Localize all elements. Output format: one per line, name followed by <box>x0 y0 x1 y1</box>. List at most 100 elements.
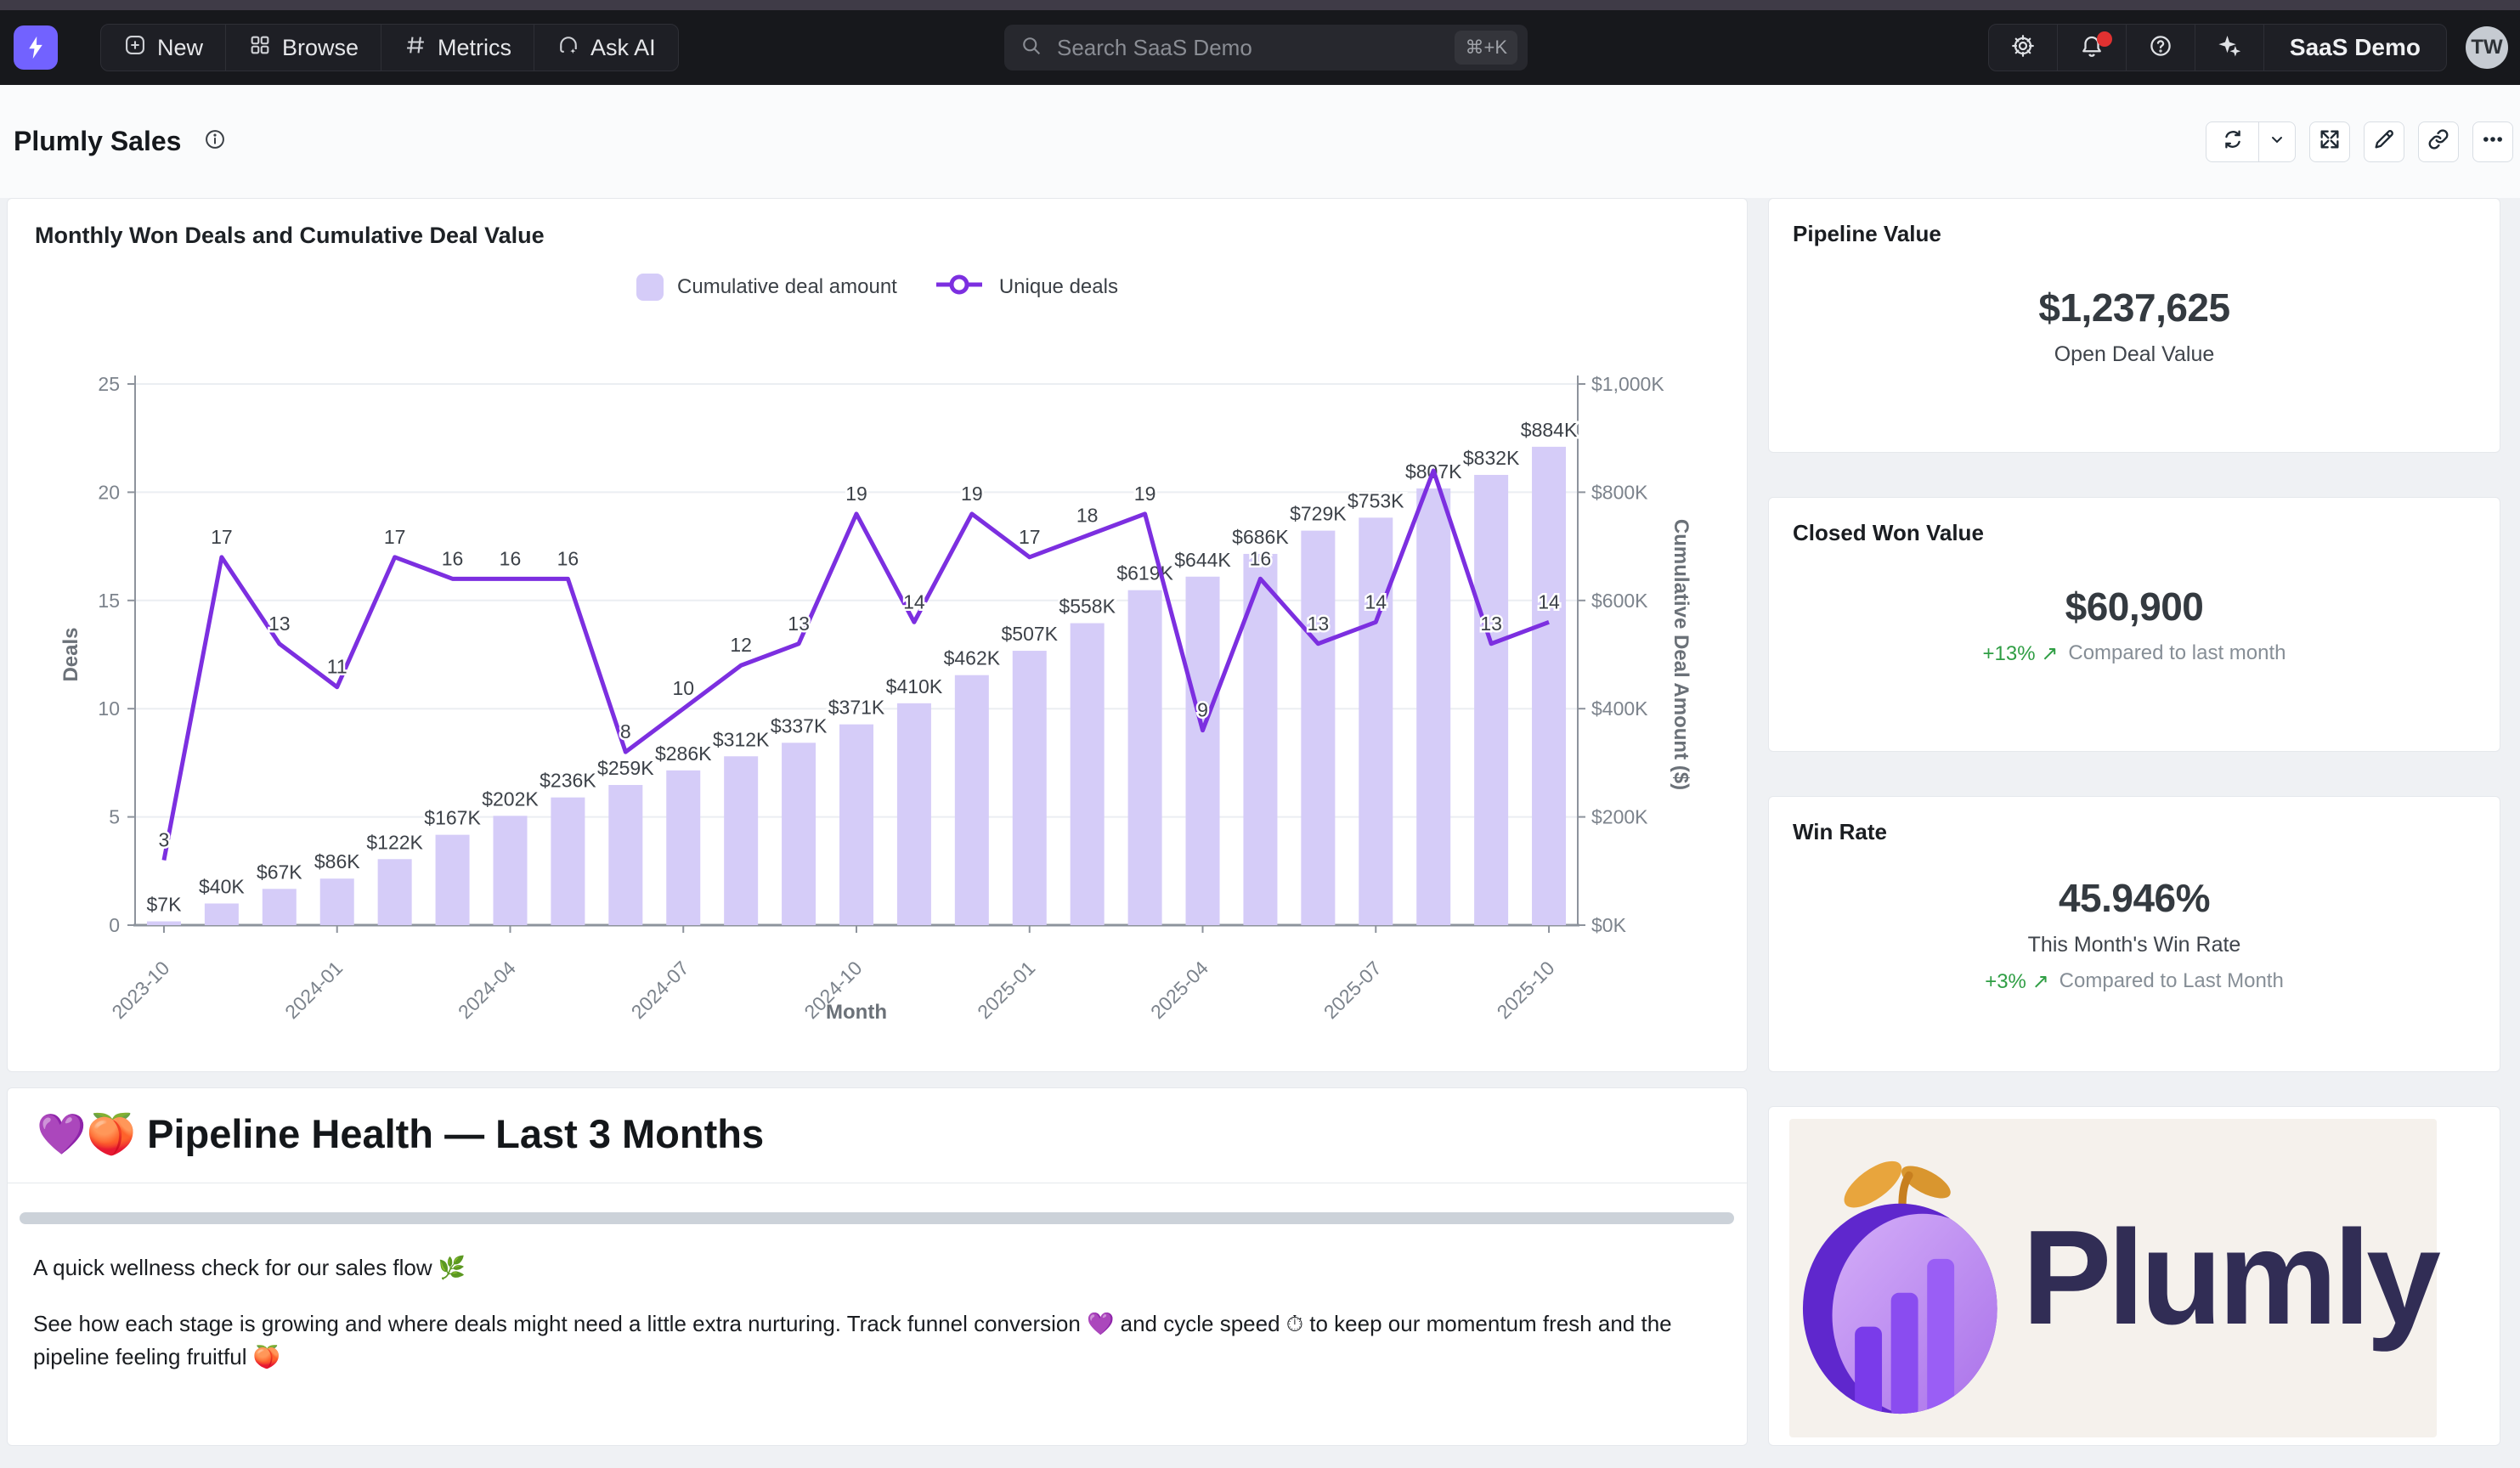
line-value-label: 16 <box>500 547 522 569</box>
main-nav: New Browse Metrics Ask AI <box>100 24 679 71</box>
nav-new-label: New <box>157 34 204 60</box>
kpi-win-rate: Win Rate 45.946% This Month's Win Rate +… <box>1768 796 2500 1072</box>
org-label: SaaS Demo <box>2289 34 2421 60</box>
right-tick-label: $400K <box>1591 697 1648 720</box>
nav-ask-ai-button[interactable]: Ask AI <box>534 25 678 71</box>
legend-line-label[interactable]: Unique deals <box>998 274 1118 298</box>
bar-value-label: $371K <box>828 697 885 719</box>
nav-browse-button[interactable]: Browse <box>226 25 382 71</box>
legend-bar-swatch[interactable] <box>636 273 664 301</box>
bar-value-label: $686K <box>1232 526 1289 548</box>
line-value-label: 14 <box>903 590 925 613</box>
bar-value-label: $884K <box>1521 419 1578 441</box>
line-value-label: 19 <box>1134 483 1156 505</box>
line-value-label: 12 <box>730 634 752 656</box>
bar-value-label: $236K <box>540 770 596 792</box>
kpi-title: Win Rate <box>1793 819 1887 844</box>
line-value-label: 3 <box>159 829 170 851</box>
global-search[interactable]: Search SaaS Demo ⌘+K <box>1004 10 1528 85</box>
nav-metrics-button[interactable]: Metrics <box>381 25 535 71</box>
kpi-delta: +3% ↗ <box>1985 969 2049 993</box>
line-value-label: 13 <box>1480 613 1502 635</box>
bar <box>954 675 989 925</box>
edit-button[interactable] <box>2364 121 2404 162</box>
right-tick-label: $0K <box>1591 914 1627 936</box>
fullscreen-button[interactable] <box>2309 121 2350 162</box>
right-tick-label: $800K <box>1591 481 1648 503</box>
bar-value-label: $507K <box>1002 623 1059 645</box>
bar <box>204 903 239 925</box>
info-icon[interactable] <box>203 127 227 155</box>
nav-metrics-label: Metrics <box>438 34 512 60</box>
fullscreen-icon <box>2318 127 2342 155</box>
org-switcher[interactable]: SaaS Demo <box>2264 25 2446 71</box>
markdown-heading: 💜🍑 Pipeline Health — Last 3 Months <box>37 1111 765 1156</box>
bar <box>551 797 585 925</box>
line-value-label: 19 <box>961 483 983 505</box>
legend-bar-label[interactable]: Cumulative deal amount <box>677 274 897 298</box>
kpi-title: Closed Won Value <box>1793 520 1984 545</box>
bar <box>493 816 528 925</box>
share-link-button[interactable] <box>2418 121 2459 162</box>
right-tick-label: $200K <box>1591 806 1648 828</box>
x-tick-label: 2024-01 <box>280 957 347 1023</box>
avatar[interactable]: TW <box>2466 26 2508 69</box>
left-tick-label: 15 <box>98 590 120 612</box>
plum-icon <box>1802 1160 1997 1414</box>
right-axis-title: Cumulative Deal Amount ($) <box>1670 519 1692 790</box>
pencil-icon <box>2372 127 2396 155</box>
kpi-value: $60,900 <box>2065 584 2204 629</box>
bar <box>1416 488 1451 925</box>
brand-wordmark: Plumly <box>2021 1203 2441 1352</box>
refresh-button[interactable] <box>2206 121 2259 161</box>
kpi-comparison: Compared to last month <box>2068 641 2286 664</box>
bar-value-label: $619K <box>1116 562 1173 584</box>
bar-value-label: $286K <box>655 742 712 765</box>
legend-line-marker[interactable] <box>933 272 986 302</box>
combo-chart[interactable]: 0 5 10 15 20 25 $0K $200K $400K $600K $800K $1,000K… <box>8 199 1749 1073</box>
bar-value-label: $753K <box>1348 489 1404 511</box>
lightning-bolt-icon[interactable] <box>14 25 58 70</box>
markdown-tile: 💜🍑 Pipeline Health — Last 3 Months A qui… <box>7 1087 1748 1446</box>
notifications-button[interactable] <box>2058 25 2127 71</box>
window-top-strip <box>0 0 2520 10</box>
help-button[interactable] <box>2127 25 2195 71</box>
left-tick-label: 10 <box>98 697 120 720</box>
ai-assistant-button[interactable] <box>2195 25 2264 71</box>
bar-value-label: $86K <box>314 850 360 872</box>
trend-up-icon: ↗ <box>2031 969 2049 993</box>
line-value-label: 10 <box>672 677 694 699</box>
line-value-label: 13 <box>1308 613 1330 635</box>
hash-icon <box>404 33 427 63</box>
bar-value-label: $410K <box>886 675 943 697</box>
settings-button[interactable] <box>1989 25 2058 71</box>
kpi-pipeline-value: Pipeline Value $1,237,625 Open Deal Valu… <box>1768 198 2500 453</box>
sparkles-icon <box>2217 33 2242 63</box>
markdown-paragraph: A quick wellness check for our sales flo… <box>33 1255 466 1280</box>
bar <box>377 859 412 925</box>
trend-up-icon: ↗ <box>2041 641 2059 665</box>
bar-value-label: $7K <box>146 894 182 916</box>
bar-value-label: $337K <box>771 714 828 737</box>
left-tick-label: 5 <box>109 806 120 828</box>
more-options-button[interactable] <box>2472 121 2513 162</box>
ellipsis-icon <box>2481 127 2505 155</box>
x-tick-label: 2025-10 <box>1492 957 1558 1023</box>
bar <box>724 756 759 925</box>
left-tick-label: 25 <box>98 373 120 395</box>
kpi-value: 45.946% <box>2058 875 2211 920</box>
bar <box>839 724 873 925</box>
line-value-label: 19 <box>845 483 867 505</box>
bar <box>319 878 354 925</box>
chart-tile: Monthly Won Deals and Cumulative Deal Va… <box>7 198 1748 1072</box>
bar <box>782 742 816 925</box>
line-value-label: 16 <box>442 547 464 569</box>
nav-new-button[interactable]: New <box>101 25 227 71</box>
markdown-paragraph: See how each stage is growing and where … <box>33 1311 1672 1369</box>
gear-icon <box>2010 33 2036 63</box>
line-value-label: 14 <box>1538 590 1560 613</box>
right-tick-label: $1,000K <box>1591 373 1664 395</box>
page-title: Plumly Sales <box>14 126 182 156</box>
refresh-menu-button[interactable] <box>2259 122 2295 161</box>
bar <box>666 770 701 925</box>
